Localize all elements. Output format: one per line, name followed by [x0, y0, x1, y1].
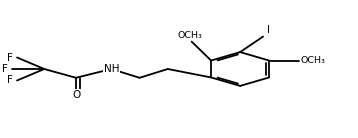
Text: O: O [72, 90, 80, 100]
Text: I: I [267, 25, 270, 35]
Text: OCH₃: OCH₃ [301, 56, 326, 65]
Text: F: F [7, 75, 13, 86]
Text: F: F [7, 52, 13, 63]
Text: F: F [3, 64, 8, 74]
Text: NH: NH [103, 64, 119, 74]
Text: OCH₃: OCH₃ [178, 31, 202, 40]
